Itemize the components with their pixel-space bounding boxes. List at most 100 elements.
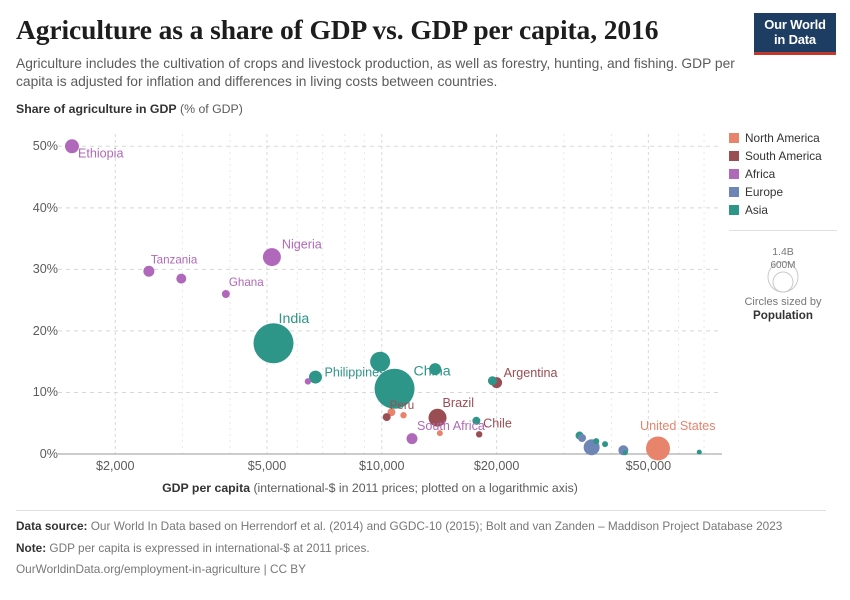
data-point-malaysia[interactable]: [472, 416, 481, 425]
chart-subtitle-line2: GDP per capita is adjusted for inflation…: [16, 55, 735, 90]
footer-data-source-text: Our World In Data based on Herrendorf et…: [87, 519, 783, 533]
x-axis-title-unit: (international-$ in 2011 prices; plotted…: [250, 481, 578, 495]
data-point-ghana[interactable]: [221, 290, 230, 298]
legend-item-africa[interactable]: Africa: [729, 166, 844, 182]
data-point-india[interactable]: [253, 323, 294, 364]
bubble[interactable]: [176, 273, 187, 284]
bubble[interactable]: [602, 441, 609, 448]
footer-link[interactable]: OurWorldinData.org/employment-in-agricul…: [16, 562, 307, 576]
y-axis-title-unit: (% of GDP): [176, 102, 243, 116]
data-label-argentina: Argentina: [504, 366, 558, 380]
bubble[interactable]: [387, 408, 396, 417]
data-point-united-states[interactable]: [646, 436, 671, 461]
y-tick-label: 0%: [39, 447, 58, 461]
bubble[interactable]: [593, 438, 600, 445]
bubble[interactable]: [308, 370, 322, 384]
scatter-plot-svg[interactable]: Ethiopia Tanzania Ghana Nigeria India Philipp…: [0, 120, 850, 465]
data-point-norway[interactable]: [696, 449, 702, 455]
data-point-brazil[interactable]: [428, 408, 447, 427]
bubble[interactable]: [221, 290, 230, 298]
x-tick-label: $5,000: [247, 459, 287, 473]
bubble[interactable]: [578, 434, 587, 442]
size-legend-circles-icon: 1.4B 600M: [767, 246, 799, 293]
bubble[interactable]: [374, 368, 415, 409]
data-point-france[interactable]: [602, 441, 609, 448]
x-axis-title: GDP per capita (international-$ in 2011 …: [0, 481, 740, 495]
data-point-south-africa[interactable]: [406, 433, 418, 445]
data-point-indonesia[interactable]: [370, 351, 391, 372]
bubble[interactable]: [429, 363, 442, 376]
bubble[interactable]: [428, 408, 447, 427]
legend-divider: [729, 230, 837, 231]
bubble[interactable]: [370, 351, 391, 372]
bubble[interactable]: [646, 436, 671, 461]
data-point-ecuador[interactable]: [400, 412, 407, 419]
data-point-spain[interactable]: [578, 434, 587, 442]
bubble[interactable]: [143, 265, 155, 277]
legend-item-label: North America: [745, 131, 820, 145]
owid-logo-accent-bar: [754, 52, 836, 55]
owid-logo[interactable]: Our World in Data: [754, 13, 836, 55]
data-label-india: India: [279, 311, 310, 327]
bubble[interactable]: [304, 378, 312, 385]
data-point-china[interactable]: [374, 368, 415, 409]
legend-item-europe[interactable]: Europe: [729, 184, 844, 200]
y-axis-title: Share of agriculture in GDP (% of GDP): [16, 102, 243, 116]
data-point-turkey[interactable]: [487, 376, 497, 386]
legend-item-asia[interactable]: Asia: [729, 202, 844, 218]
data-label-nigeria: Nigeria: [282, 237, 322, 251]
data-point-chile[interactable]: [475, 431, 483, 438]
bubble[interactable]: [622, 450, 628, 456]
legend-entries: North America South America Africa Europe As…: [729, 130, 844, 218]
data-point-ethiopia[interactable]: [64, 139, 79, 154]
data-label-philippines: Philippines: [324, 365, 385, 379]
legend-item-south-america[interactable]: South America: [729, 148, 844, 164]
data-label-china: China: [414, 364, 451, 380]
data-label-ethiopia: Ethiopia: [78, 147, 124, 161]
y-tick-label: 50%: [32, 139, 58, 154]
size-legend-inner-label: 600M: [770, 260, 795, 271]
data-point-mexico[interactable]: [436, 430, 443, 437]
bubble[interactable]: [253, 323, 294, 364]
bubble[interactable]: [436, 430, 443, 437]
x-tick-label: $10,000: [359, 459, 405, 473]
bubble[interactable]: [400, 412, 407, 419]
footer-data-source: Data source: Our World In Data based on …: [16, 519, 826, 535]
data-point-egypt[interactable]: [304, 378, 312, 385]
data-point-canada[interactable]: [622, 450, 628, 456]
size-legend-outer-label: 1.4B: [772, 246, 794, 258]
x-axis-title-bold: GDP per capita: [162, 481, 251, 495]
data-label-ghana: Ghana: [229, 276, 264, 289]
x-tick-label: $20,000: [473, 459, 520, 473]
data-point-thailand[interactable]: [429, 363, 442, 376]
size-legend-caption-line1: Circles sized by: [744, 296, 822, 308]
bubble[interactable]: [472, 416, 481, 425]
bubble[interactable]: [696, 449, 702, 455]
y-tick-label: 20%: [32, 323, 58, 338]
legend-item-label: Asia: [745, 203, 768, 217]
bubble[interactable]: [382, 413, 391, 422]
data-point-philippines[interactable]: [308, 370, 322, 384]
legend-item-north-america[interactable]: North America: [729, 130, 844, 146]
legend-swatch-icon: [729, 169, 739, 179]
data-point-italy[interactable]: [593, 438, 600, 445]
bubble[interactable]: [262, 248, 281, 267]
data-point-colombia[interactable]: [387, 408, 396, 417]
data-point-peru[interactable]: [382, 413, 391, 422]
y-tick-label: 40%: [32, 200, 58, 215]
footer-data-source-label: Data source:: [16, 519, 88, 533]
bubble[interactable]: [64, 139, 79, 154]
bubble[interactable]: [487, 376, 497, 386]
y-tick-label: 30%: [32, 262, 58, 277]
data-point-nigeria[interactable]: [262, 248, 281, 267]
data-point-kenya[interactable]: [176, 273, 187, 284]
data-point-tanzania[interactable]: [143, 265, 155, 277]
bubble[interactable]: [475, 431, 483, 438]
bubble[interactable]: [406, 433, 418, 445]
legend-swatch-icon: [729, 187, 739, 197]
data-label-south-africa: South Africa: [417, 419, 485, 433]
footer-note: Note: GDP per capita is expressed in int…: [16, 541, 826, 557]
legend-swatch-icon: [729, 151, 739, 161]
owid-logo-line1: Our World: [764, 17, 826, 32]
chart-header: Agriculture as a share of GDP vs. GDP pe…: [16, 14, 746, 92]
